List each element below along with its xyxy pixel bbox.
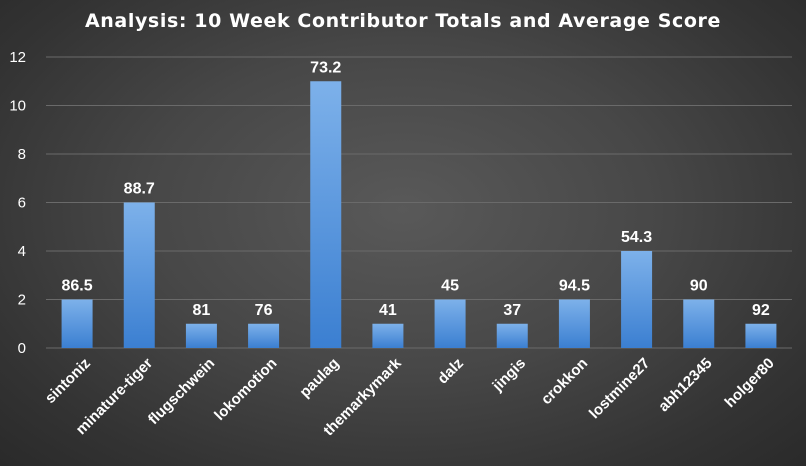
data-label-abh12345: 90 — [690, 278, 708, 295]
data-label-minature-tiger: 88.7 — [124, 181, 155, 198]
bar-minature-tiger — [123, 202, 155, 348]
x-tick-label-holger80: holger80 — [722, 355, 778, 411]
y-tick-label: 2 — [18, 292, 26, 309]
data-label-jingis: 37 — [503, 302, 521, 319]
x-tick-label-paulag: paulag — [296, 355, 342, 401]
y-tick-label: 10 — [9, 98, 26, 115]
data-label-holger80: 92 — [752, 302, 770, 319]
bar-crokkon — [558, 299, 590, 348]
x-tick-label-abh12345: abh12345 — [655, 355, 715, 415]
x-tick-label-jingis: jingis — [489, 355, 529, 395]
bar-jingis — [496, 323, 528, 348]
data-label-flugschwein: 81 — [193, 302, 211, 319]
x-tick-label-lokomotion: lokomotion — [211, 355, 280, 424]
bar-dalz — [434, 299, 466, 348]
x-tick-label-flugschwein: flugschwein — [145, 355, 218, 428]
x-tick-label-dalz: dalz — [434, 355, 467, 388]
x-tick-label-crokkon: crokkon — [538, 355, 591, 408]
y-tick-label: 12 — [9, 49, 26, 66]
y-tick-label: 6 — [18, 195, 26, 212]
bar-lokomotion — [248, 323, 280, 348]
data-label-paulag: 73.2 — [310, 59, 341, 76]
x-tick-label-sintoniz: sintoniz — [42, 355, 94, 407]
x-tick-label-lostmine27: lostmine27 — [586, 355, 653, 422]
bar-themarkymark — [372, 323, 404, 348]
bar-lostmine27 — [621, 251, 653, 348]
bar-holger80 — [745, 323, 777, 348]
bar-flugschwein — [185, 323, 217, 348]
bar-abh12345 — [683, 299, 715, 348]
bar-sintoniz — [61, 299, 93, 348]
data-label-crokkon: 94.5 — [559, 278, 590, 295]
data-label-themarkymark: 41 — [379, 302, 397, 319]
data-label-dalz: 45 — [441, 278, 459, 295]
data-label-lostmine27: 54.3 — [621, 229, 652, 246]
y-tick-label: 0 — [18, 340, 26, 357]
data-label-lokomotion: 76 — [255, 302, 273, 319]
y-tick-label: 4 — [18, 243, 26, 260]
chart-title: Analysis: 10 Week Contributor Totals and… — [84, 10, 722, 32]
y-tick-label: 8 — [18, 146, 26, 163]
bar-paulag — [310, 81, 342, 348]
data-label-sintoniz: 86.5 — [62, 278, 93, 295]
